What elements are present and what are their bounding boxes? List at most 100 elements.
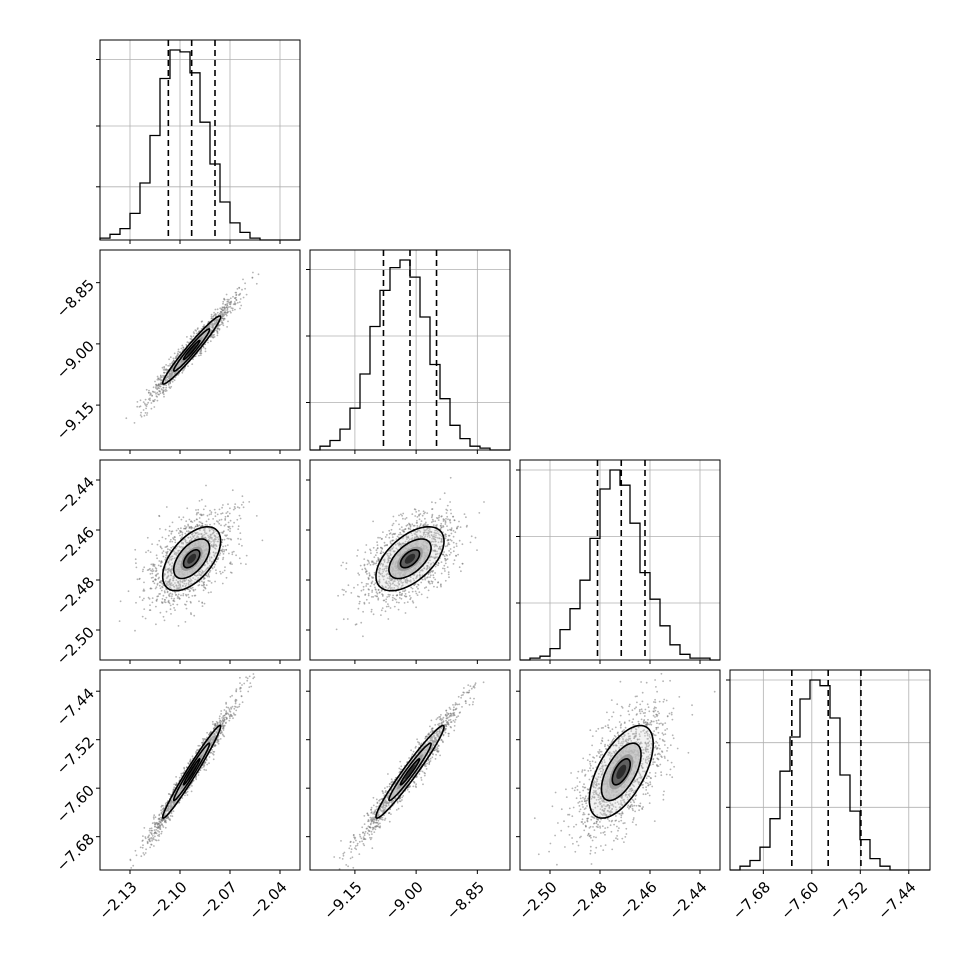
scatter-point bbox=[174, 376, 177, 379]
scatter-point bbox=[177, 551, 179, 554]
scatter-point bbox=[218, 324, 221, 327]
scatter-point bbox=[442, 553, 445, 556]
scatter-point bbox=[447, 573, 450, 576]
scatter-point bbox=[225, 306, 228, 309]
scatter-point bbox=[448, 576, 450, 579]
scatter-point bbox=[144, 852, 147, 854]
scatter-point bbox=[212, 322, 215, 325]
scatter-point bbox=[148, 389, 150, 392]
scatter-point bbox=[371, 577, 374, 579]
scatter-point bbox=[444, 533, 447, 535]
scatter-point bbox=[193, 332, 196, 335]
scatter-point bbox=[412, 601, 415, 604]
scatter-point bbox=[375, 591, 378, 594]
scatter-point bbox=[167, 568, 170, 570]
scatter-point bbox=[366, 559, 369, 562]
scatter-point bbox=[434, 556, 437, 559]
scatter-point bbox=[209, 569, 212, 572]
scatter-point bbox=[385, 567, 387, 569]
scatter-point bbox=[177, 549, 180, 552]
scatter-point bbox=[184, 538, 187, 541]
scatter-point bbox=[209, 523, 211, 526]
scatter-point bbox=[226, 309, 229, 311]
contour-line bbox=[399, 549, 421, 569]
scatter-point bbox=[172, 373, 174, 375]
scatter-point bbox=[195, 332, 198, 335]
scatter-point bbox=[229, 571, 232, 574]
scatter-point bbox=[372, 561, 375, 564]
scatter-point bbox=[196, 536, 198, 539]
scatter-point bbox=[208, 571, 211, 573]
scatter-point bbox=[218, 328, 221, 331]
scatter-point bbox=[190, 336, 193, 338]
scatter-point bbox=[450, 512, 452, 515]
panel-frame bbox=[729, 669, 931, 871]
scatter-point bbox=[194, 537, 197, 540]
scatter-point bbox=[181, 533, 184, 536]
scatter-point bbox=[397, 544, 400, 547]
scatter-point bbox=[391, 587, 393, 589]
scatter-point bbox=[420, 523, 422, 525]
scatter-point bbox=[189, 577, 191, 580]
scatter-point bbox=[222, 300, 225, 303]
density-fill bbox=[404, 553, 416, 564]
scatter-point bbox=[234, 308, 236, 311]
scatter-point bbox=[252, 673, 255, 675]
scatter-point bbox=[385, 565, 388, 567]
panel-frame bbox=[99, 459, 301, 661]
scatter-point bbox=[226, 300, 229, 303]
scatter-point bbox=[167, 601, 170, 603]
scatter-point bbox=[217, 540, 220, 543]
scatter-point bbox=[136, 401, 139, 403]
scatter-point bbox=[378, 582, 381, 585]
scatter-point bbox=[219, 307, 222, 310]
scatter-point bbox=[211, 532, 214, 535]
scatter-point bbox=[377, 559, 380, 561]
scatter-points bbox=[125, 271, 260, 424]
scatter-point bbox=[146, 569, 149, 571]
scatter-point bbox=[436, 545, 439, 548]
scatter-point bbox=[195, 330, 198, 332]
scatter-point bbox=[222, 317, 225, 320]
scatter-point bbox=[239, 532, 242, 534]
scatter-point bbox=[241, 544, 243, 547]
scatter-point bbox=[238, 557, 241, 560]
scatter-point bbox=[434, 578, 437, 581]
scatter-point bbox=[398, 543, 401, 545]
scatter-point bbox=[415, 606, 417, 609]
scatter-point bbox=[470, 535, 473, 538]
scatter-point bbox=[192, 536, 195, 539]
scatter-point bbox=[238, 507, 241, 509]
scatter-point bbox=[219, 570, 222, 573]
scatter-point bbox=[239, 517, 242, 520]
scatter-point bbox=[381, 547, 383, 550]
scatter-point bbox=[417, 583, 419, 586]
scatter-point bbox=[182, 516, 185, 519]
scatter-point bbox=[153, 565, 156, 567]
scatter-point bbox=[406, 580, 409, 583]
scatter-point bbox=[439, 545, 441, 548]
scatter-point bbox=[229, 305, 232, 308]
scatter-point bbox=[416, 525, 419, 527]
scatter-point bbox=[215, 538, 217, 541]
scatter-point bbox=[160, 562, 162, 564]
scatter-point bbox=[240, 304, 243, 307]
scatter-point bbox=[370, 582, 373, 585]
scatter-point bbox=[190, 790, 193, 793]
scatter-point bbox=[174, 594, 177, 596]
scatter-point bbox=[165, 569, 168, 571]
scatter-point bbox=[135, 601, 137, 604]
scatter-point bbox=[421, 536, 424, 538]
scatter-point bbox=[214, 308, 217, 311]
scatter-point bbox=[219, 723, 222, 725]
scatter-point bbox=[388, 595, 390, 598]
scatter-point bbox=[171, 572, 173, 574]
scatter-point bbox=[238, 286, 241, 289]
scatter-point bbox=[236, 301, 239, 304]
scatter-point bbox=[162, 390, 165, 392]
scatter-point bbox=[400, 526, 403, 528]
scatter-point bbox=[393, 584, 396, 586]
scatter-point bbox=[452, 535, 455, 538]
scatter-point bbox=[167, 382, 170, 385]
scatter-point bbox=[380, 609, 383, 612]
